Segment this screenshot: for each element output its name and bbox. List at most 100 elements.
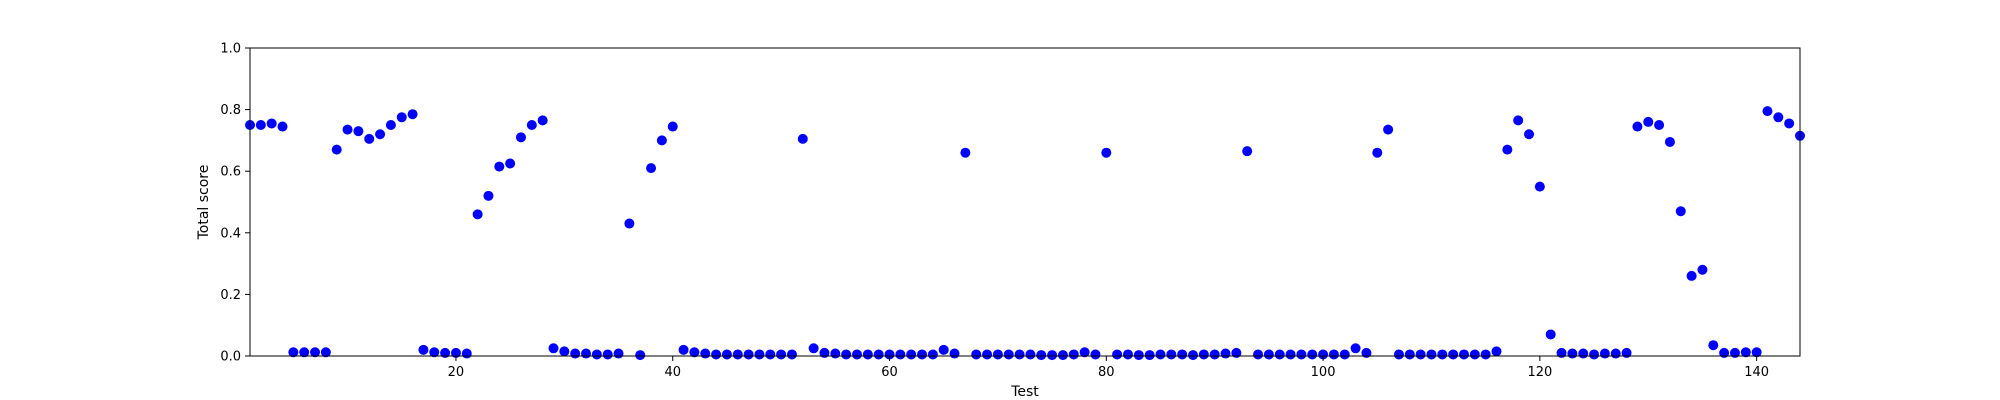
data-point [1166,349,1177,360]
data-point [1773,112,1784,123]
data-point [342,124,353,135]
data-point [635,350,646,361]
data-point [776,349,787,360]
data-point [255,120,266,130]
data-point [1025,349,1036,360]
data-point [396,112,407,123]
y-tick-label: 0.4 [220,226,241,241]
data-point [1220,348,1231,359]
data-point [1675,206,1686,217]
y-tick-label: 0.8 [220,103,241,118]
data-point [1307,349,1318,360]
data-point [505,158,516,169]
data-point [1578,348,1589,359]
data-point [483,190,494,201]
y-tick-label: 0.2 [220,288,241,303]
data-point [689,347,700,358]
data-point [1556,347,1567,358]
data-point [873,349,884,360]
data-point [1112,349,1123,360]
data-point [797,133,808,144]
data-point [299,347,310,358]
x-axis: 20 40 60 80 100 120 140 [448,356,1769,380]
data-point [461,348,472,359]
x-tick-label: 80 [1098,365,1115,380]
data-point [1654,120,1665,130]
plot-frame [249,47,1801,357]
data-point [1263,349,1274,360]
data-point [1242,146,1253,157]
data-point [1144,350,1155,361]
data-point [1372,147,1383,158]
data-point [418,344,429,355]
data-point [884,349,895,360]
data-point [841,349,852,360]
data-point [1404,349,1415,360]
data-point [895,349,906,360]
data-point [917,349,928,360]
data-point [1339,349,1350,360]
data-point [559,346,570,357]
data-point [353,126,364,137]
x-tick-label: 120 [1527,365,1552,380]
data-point [1491,346,1502,357]
data-point [1209,349,1220,360]
data-point [1198,349,1209,360]
data-point [364,133,375,144]
data-point [1285,349,1296,360]
data-point [1068,349,1079,360]
data-point [288,347,299,358]
data-point [949,348,960,359]
data-point [786,349,797,360]
data-point [1589,349,1600,360]
data-point [440,347,451,358]
data-point [700,348,711,359]
data-point [407,109,418,120]
data-point [537,115,548,126]
x-tick-label: 40 [664,365,681,380]
data-point [277,121,288,132]
data-point [1177,349,1188,360]
data-point [548,343,559,354]
data-point [1664,136,1675,147]
data-point [1188,350,1199,361]
data-point [1101,147,1112,158]
data-point [1437,349,1448,360]
data-point [1697,264,1708,275]
data-point [331,144,342,155]
data-point [1415,349,1426,360]
data-point [591,349,602,360]
data-point [646,163,657,174]
data-point [494,161,505,172]
data-point [743,349,754,360]
data-point [1090,349,1101,360]
x-tick-label: 60 [881,365,898,380]
data-point [624,218,635,229]
y-axis-label: Total score [196,165,212,241]
data-point [1448,349,1459,360]
data-point [982,349,993,360]
data-point [1708,340,1719,351]
y-tick-label: 0.0 [220,350,241,365]
data-point [1328,349,1339,360]
data-point [613,348,624,359]
data-point [310,347,321,358]
data-point [429,347,440,358]
data-points [245,106,1805,361]
data-point [1784,118,1795,129]
data-point [971,349,982,360]
data-point [765,349,776,360]
data-point [1502,144,1513,155]
data-point [1057,350,1068,361]
data-point [732,349,743,360]
data-point [1632,121,1643,132]
data-point [515,132,526,143]
x-tick-label: 140 [1744,365,1769,380]
data-point [1740,347,1751,358]
data-point [1524,129,1535,140]
data-point [320,347,331,358]
data-point [450,347,461,358]
data-point [1014,349,1025,360]
data-point [1621,347,1632,358]
